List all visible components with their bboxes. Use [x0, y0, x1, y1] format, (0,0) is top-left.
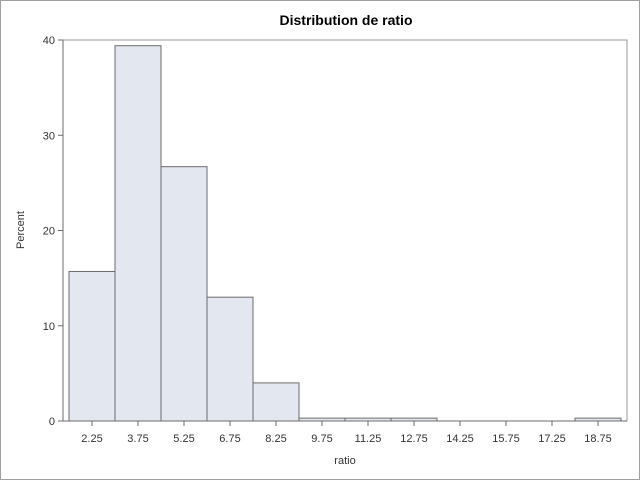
- y-tick-label: 40: [43, 35, 55, 47]
- histogram-bar: [206, 296, 254, 422]
- histogram-bar: [252, 382, 300, 422]
- x-tick-label: 11.25: [355, 433, 382, 445]
- x-tick-label: 3.75: [127, 433, 148, 445]
- x-tick-label: 17.25: [538, 433, 566, 445]
- histogram-bar: [160, 166, 208, 422]
- chart-title: Distribution de ratio: [280, 12, 413, 28]
- x-tick-label: 9.75: [311, 433, 332, 445]
- y-axis-ticks: 0 10 20 30 40: [43, 35, 63, 428]
- x-tick-label: 12.75: [400, 433, 428, 445]
- histogram-bar: [68, 270, 116, 422]
- x-tick-label: 14.25: [446, 433, 474, 445]
- x-tick-label: 18.75: [584, 433, 612, 445]
- x-tick-label: 2.25: [81, 433, 102, 445]
- y-tick-label: 10: [43, 321, 55, 333]
- bars-group: [68, 45, 622, 422]
- x-tick-label: 6.75: [219, 433, 240, 445]
- x-axis-ticks: 2.25 3.75 5.25 6.75 8.25 9.75 11.25 12.75 14.25 1…: [81, 421, 612, 445]
- histogram-bar: [114, 45, 162, 422]
- y-tick-label: 20: [43, 226, 55, 238]
- x-axis-label: ratio: [334, 455, 355, 467]
- y-tick-label: 30: [43, 130, 55, 142]
- y-axis-label: Percent: [15, 211, 27, 249]
- x-tick-label: 8.25: [265, 433, 286, 445]
- x-tick-label: 5.25: [173, 433, 194, 445]
- y-tick-label: 0: [49, 416, 55, 428]
- x-tick-label: 15.75: [492, 433, 520, 445]
